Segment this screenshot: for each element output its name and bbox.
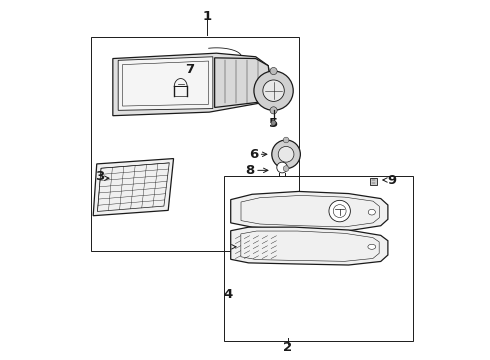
Circle shape (271, 120, 276, 125)
Bar (267, 78, 272, 82)
Circle shape (272, 140, 300, 168)
Circle shape (263, 80, 284, 102)
Text: 4: 4 (223, 288, 233, 301)
Circle shape (270, 107, 277, 114)
Bar (223, 176, 413, 341)
Circle shape (254, 71, 293, 111)
Circle shape (329, 201, 350, 222)
Bar (370, 178, 377, 185)
Circle shape (277, 162, 288, 173)
Polygon shape (93, 158, 173, 216)
Text: 6: 6 (249, 148, 259, 161)
Circle shape (283, 166, 289, 171)
Ellipse shape (368, 244, 376, 249)
Polygon shape (231, 227, 388, 265)
Polygon shape (113, 53, 270, 116)
Circle shape (283, 137, 289, 143)
Circle shape (278, 147, 294, 162)
Text: 7: 7 (185, 63, 194, 76)
Text: 9: 9 (387, 174, 396, 186)
Text: 1: 1 (203, 10, 212, 23)
Polygon shape (118, 57, 213, 111)
Ellipse shape (368, 209, 375, 215)
Bar (267, 87, 272, 91)
Bar (92, 37, 298, 251)
Polygon shape (215, 58, 270, 108)
Text: 8: 8 (245, 164, 255, 177)
Text: 5: 5 (269, 117, 278, 130)
Text: 3: 3 (95, 170, 104, 183)
Bar (267, 96, 272, 100)
Circle shape (270, 67, 277, 75)
Polygon shape (231, 192, 388, 231)
Text: 2: 2 (283, 341, 293, 354)
